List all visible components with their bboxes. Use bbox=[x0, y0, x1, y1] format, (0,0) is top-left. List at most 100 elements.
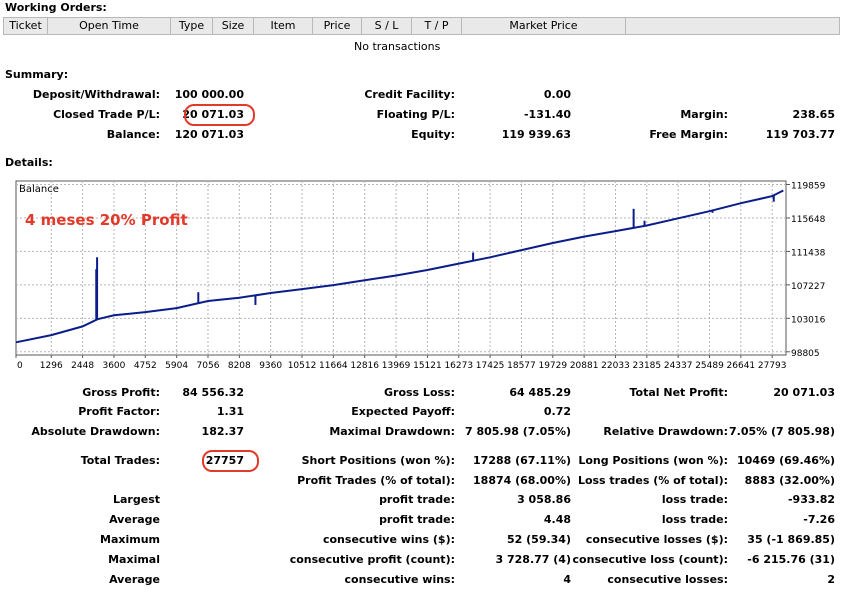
average-profit-label: profit trade: bbox=[379, 513, 455, 526]
x-tick-label: 5904 bbox=[165, 361, 188, 371]
max-drawdown-value: 7 805.98 (7.05%) bbox=[465, 425, 571, 438]
loss-trades-value: 8883 (32.00%) bbox=[744, 474, 835, 487]
max-cons-losses-value: 35 (-1 869.85) bbox=[747, 533, 835, 546]
x-tick-label: 13969 bbox=[382, 361, 411, 371]
avg-cons-wins-value: 4 bbox=[563, 573, 571, 586]
floating-value: -131.40 bbox=[523, 108, 571, 121]
abs-drawdown-label: Absolute Drawdown: bbox=[31, 425, 160, 438]
average-label: Average bbox=[109, 513, 160, 526]
chart-grid bbox=[16, 181, 786, 355]
working-orders-table-header: Ticket Open Time Type Size Item Price S … bbox=[3, 17, 840, 35]
column-header-item[interactable]: Item bbox=[254, 18, 313, 34]
chart-spikes bbox=[95, 195, 775, 320]
x-tick-label: 11664 bbox=[319, 361, 348, 371]
abs-drawdown-value: 182.37 bbox=[201, 425, 244, 438]
column-header-price[interactable]: Price bbox=[313, 18, 362, 34]
free-margin-label: Free Margin: bbox=[649, 128, 728, 141]
x-tick-label: 10512 bbox=[288, 361, 317, 371]
deposit-label: Deposit/Withdrawal: bbox=[32, 88, 160, 101]
x-tick-label: 1296 bbox=[40, 361, 63, 371]
column-header-sl[interactable]: S / L bbox=[362, 18, 412, 34]
gross-loss-value: 64 485.29 bbox=[509, 386, 571, 399]
max-cons-wins-value: 52 (59.34) bbox=[507, 533, 571, 546]
profit-trades-label: Profit Trades (% of total): bbox=[297, 474, 455, 487]
y-tick-label: 103016 bbox=[791, 315, 826, 325]
x-tick-label: 16273 bbox=[444, 361, 473, 371]
no-transactions-text: No transactions bbox=[354, 40, 441, 53]
equity-label: Equity: bbox=[411, 128, 455, 141]
x-tick-label: 15121 bbox=[413, 361, 442, 371]
x-tick-label: 4752 bbox=[134, 361, 157, 371]
expected-payoff-value: 0.72 bbox=[543, 405, 571, 418]
chart-x-ticks: 0 1296 2448 3600 4752 5904 7056 8208 9360 10512 11… bbox=[15, 355, 787, 371]
balance-series-line bbox=[15, 189, 784, 344]
largest-profit-value: 3 058.86 bbox=[517, 493, 571, 506]
closed-pl-value: 20 071.03 bbox=[182, 108, 244, 121]
x-tick-label: 8208 bbox=[228, 361, 251, 371]
margin-label: Margin: bbox=[680, 108, 728, 121]
x-tick-label: 2448 bbox=[71, 361, 94, 371]
short-positions-value: 17288 (67.11%) bbox=[473, 454, 571, 467]
expected-payoff-label: Expected Payoff: bbox=[351, 405, 455, 418]
short-positions-label: Short Positions (won %): bbox=[301, 454, 455, 467]
profit-trades-value: 18874 (68.00%) bbox=[473, 474, 571, 487]
x-tick-label: 25489 bbox=[695, 361, 724, 371]
maximal-loss-label: consecutive loss (count): bbox=[572, 553, 728, 566]
x-tick-label: 18577 bbox=[507, 361, 536, 371]
x-tick-label: 9360 bbox=[259, 361, 282, 371]
max-drawdown-label: Maximal Drawdown: bbox=[329, 425, 455, 438]
long-positions-label: Long Positions (won %): bbox=[578, 454, 728, 467]
balance-label: Balance: bbox=[106, 128, 160, 141]
credit-value: 0.00 bbox=[543, 88, 571, 101]
column-header-tp[interactable]: T / P bbox=[412, 18, 462, 34]
x-tick-label: 20881 bbox=[570, 361, 599, 371]
largest-label: Largest bbox=[113, 493, 160, 506]
chart-title: Balance bbox=[19, 184, 59, 195]
gross-loss-label: Gross Loss: bbox=[384, 386, 455, 399]
maximal-profit-label: consecutive profit (count): bbox=[289, 553, 455, 566]
summary-title: Summary: bbox=[5, 68, 69, 81]
x-tick-label: 26641 bbox=[727, 361, 756, 371]
y-tick-label: 119859 bbox=[791, 182, 826, 192]
gross-profit-label: Gross Profit: bbox=[82, 386, 160, 399]
average-profit-value: 4.48 bbox=[543, 513, 571, 526]
avg-cons-losses-label: consecutive losses: bbox=[607, 573, 728, 586]
average-loss-value: -7.26 bbox=[803, 513, 835, 526]
column-header-size[interactable]: Size bbox=[213, 18, 254, 34]
y-tick-label: 111438 bbox=[791, 248, 826, 258]
x-tick-label: 19729 bbox=[538, 361, 567, 371]
x-tick-label: 23185 bbox=[633, 361, 662, 371]
total-net-value: 20 071.03 bbox=[773, 386, 835, 399]
avg-cons-wins-label: consecutive wins: bbox=[344, 573, 455, 586]
column-header-market-price[interactable]: Market Price bbox=[462, 18, 626, 34]
balance-chart: 98805 103016 107227 111438 115648 119859 0 129… bbox=[15, 180, 826, 371]
maximal-loss-value: -6 215.76 (31) bbox=[747, 553, 835, 566]
working-orders-title: Working Orders: bbox=[5, 1, 107, 14]
free-margin-value: 119 703.77 bbox=[765, 128, 835, 141]
column-header-ticket[interactable]: Ticket bbox=[4, 18, 48, 34]
closed-pl-label: Closed Trade P/L: bbox=[53, 108, 160, 121]
average-loss-label: loss trade: bbox=[661, 513, 728, 526]
details-title: Details: bbox=[5, 156, 53, 169]
chart-annotation: 4 meses 20% Profit bbox=[25, 211, 188, 229]
credit-label: Credit Facility: bbox=[364, 88, 455, 101]
total-trades-highlight-ring bbox=[202, 450, 259, 472]
largest-loss-value: -933.82 bbox=[787, 493, 835, 506]
total-trades-label: Total Trades: bbox=[80, 454, 160, 467]
maximal-profit-value: 3 728.77 (4) bbox=[495, 553, 571, 566]
gross-profit-value: 84 556.32 bbox=[182, 386, 244, 399]
deposit-value: 100 000.00 bbox=[174, 88, 244, 101]
avg-cons-losses-value: 2 bbox=[827, 573, 835, 586]
largest-profit-label: profit trade: bbox=[379, 493, 455, 506]
balance-value: 120 071.03 bbox=[174, 128, 244, 141]
rel-drawdown-label: Relative Drawdown: bbox=[603, 425, 728, 438]
largest-loss-label: loss trade: bbox=[661, 493, 728, 506]
x-tick-label: 22033 bbox=[601, 361, 630, 371]
y-tick-label: 98805 bbox=[791, 349, 820, 359]
column-header-type[interactable]: Type bbox=[171, 18, 213, 34]
rel-drawdown-value: 7.05% (7 805.98) bbox=[729, 425, 835, 438]
x-tick-label: 3600 bbox=[102, 361, 125, 371]
closed-pl-highlight-ring bbox=[184, 104, 255, 126]
column-header-open-time[interactable]: Open Time bbox=[48, 18, 171, 34]
chart-y-ticks: 98805 103016 107227 111438 115648 119859 bbox=[786, 182, 826, 359]
